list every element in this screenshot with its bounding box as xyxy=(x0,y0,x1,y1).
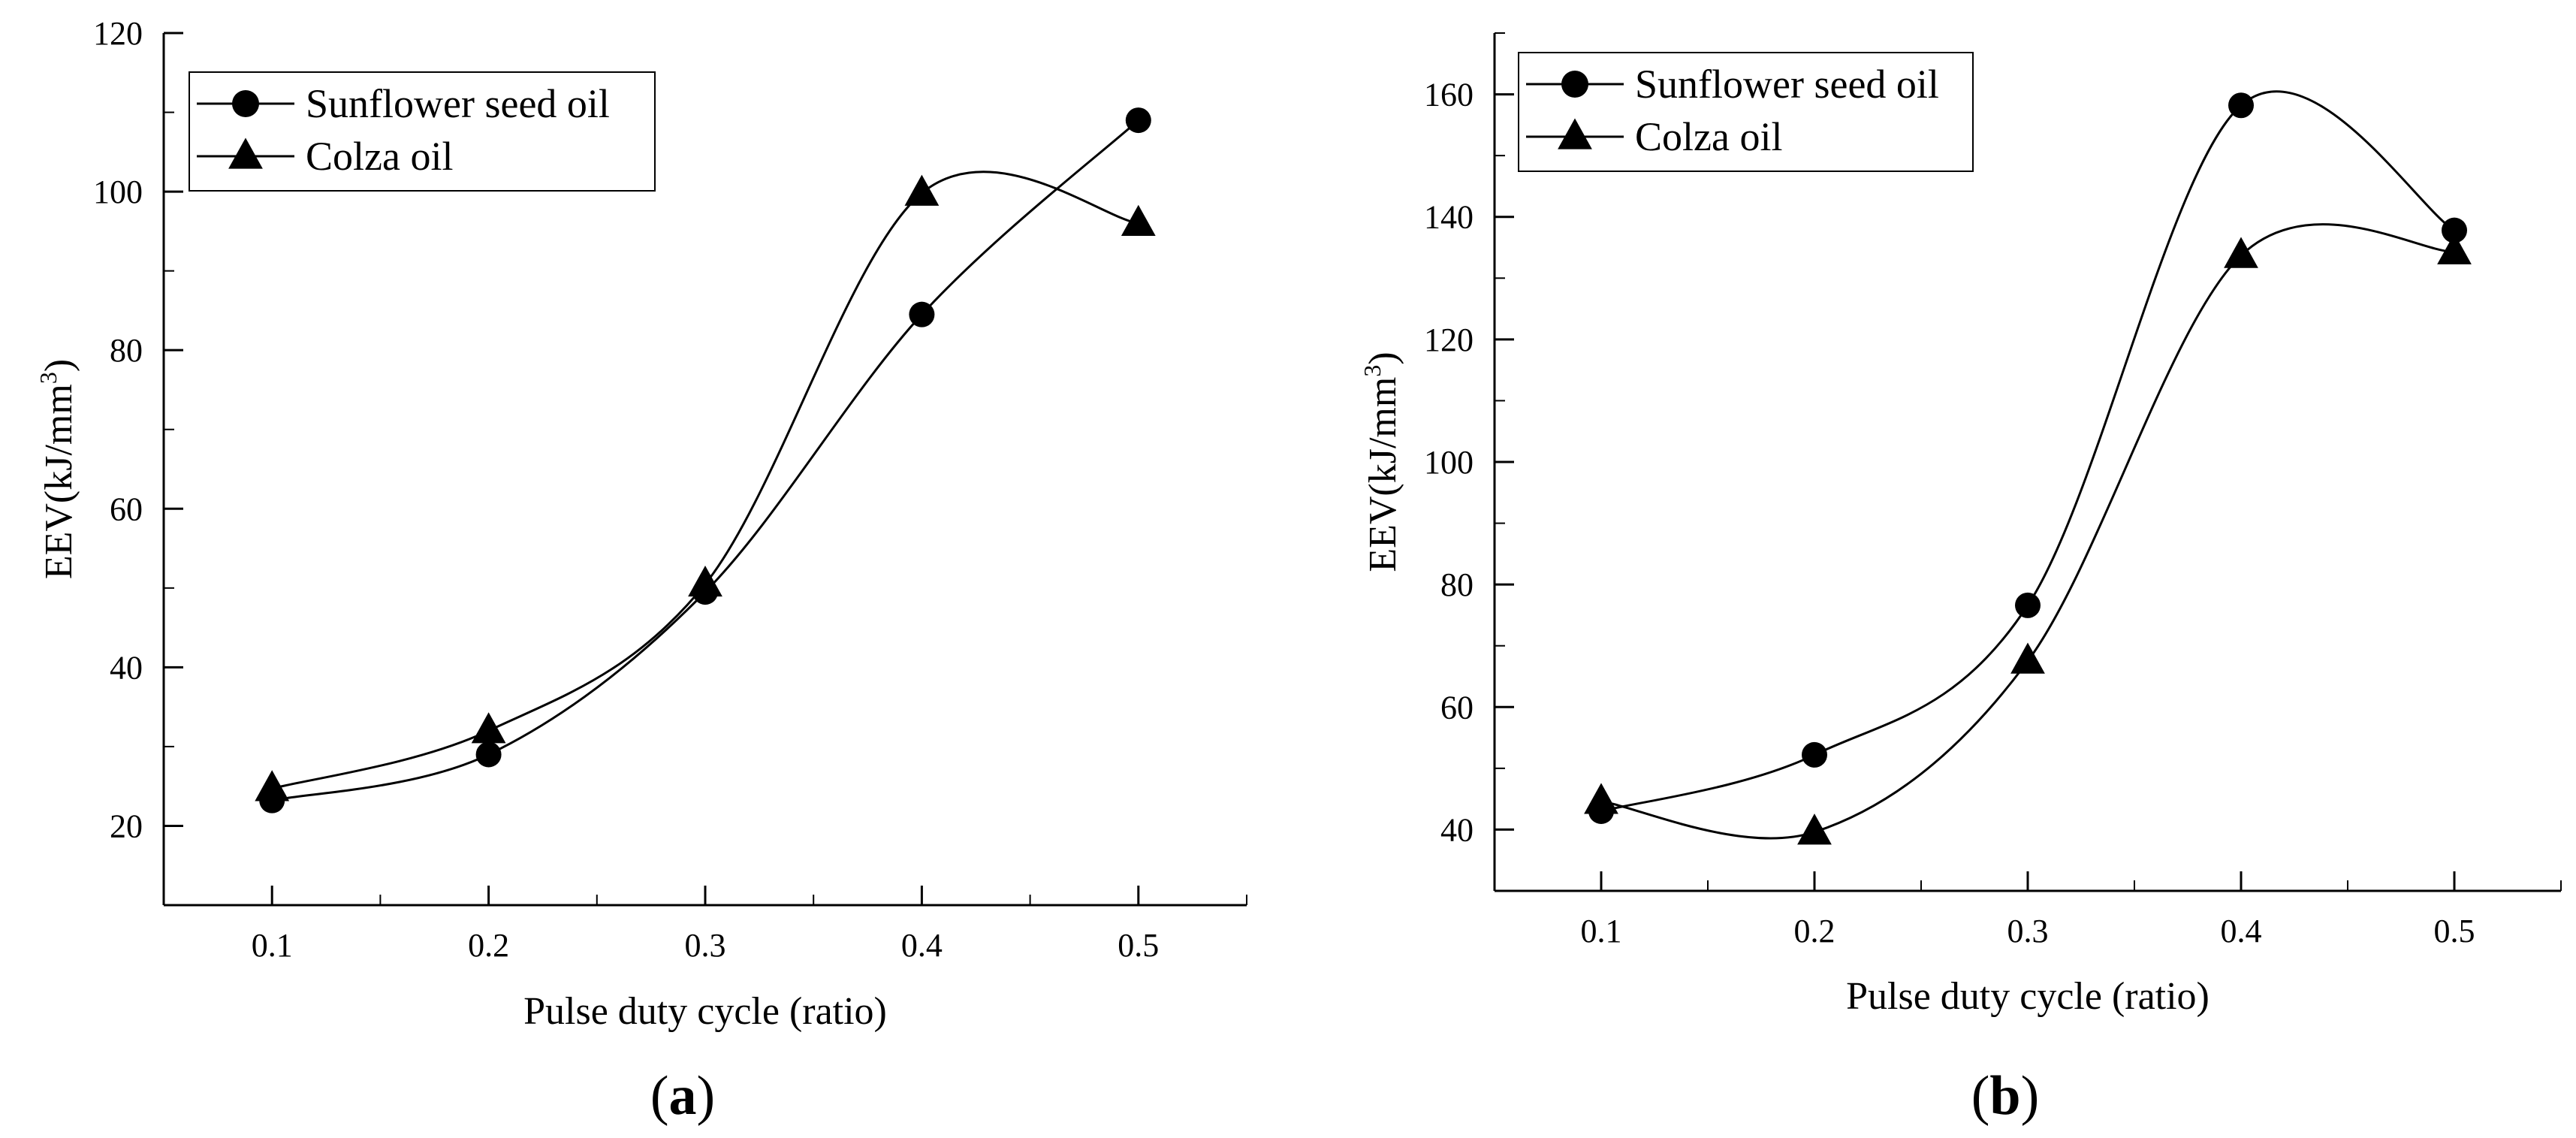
legend-marker-triangle xyxy=(228,137,263,169)
x-tick-label: 0.5 xyxy=(2434,913,2475,949)
x-tick-label: 0.2 xyxy=(1794,913,1835,949)
y-tick-label: 40 xyxy=(1440,811,1474,848)
legend: Sunflower seed oil Colza oil xyxy=(189,71,656,192)
y-axis-title-superscript: 3 xyxy=(1359,365,1386,377)
y-tick-label: 120 xyxy=(1424,321,1474,358)
data-point-triangle xyxy=(2010,642,2045,674)
legend-marker-circle xyxy=(232,90,259,117)
data-point-circle xyxy=(909,301,935,328)
legend: Sunflower seed oil Colza oil xyxy=(1518,52,1974,172)
x-tick-label: 0.3 xyxy=(685,927,726,964)
y-tick-label: 100 xyxy=(93,174,143,210)
legend-box xyxy=(189,71,656,192)
legend-marker-triangle xyxy=(1558,118,1592,149)
data-point-circle xyxy=(1125,107,1151,134)
legend-marker-circle xyxy=(1561,71,1588,98)
y-axis-title-main: EEV(kJ/mm xyxy=(38,384,80,579)
series-curves xyxy=(271,119,1139,802)
data-point-circle xyxy=(475,741,502,768)
data-point-triangle xyxy=(2224,237,2258,268)
x-tick-label: 0.5 xyxy=(1118,927,1159,964)
data-point-triangle xyxy=(255,770,290,801)
x-tick-label: 0.4 xyxy=(901,927,943,964)
y-tick-label: 40 xyxy=(110,649,143,686)
y-tick-label: 120 xyxy=(93,15,143,52)
axis-ticks: 0.1 0.2 0.3 0.4 0.5 40 60 80 100 120 140 160 xyxy=(1424,32,2562,949)
legend-box xyxy=(1518,52,1974,172)
y-tick-label: 80 xyxy=(110,332,143,369)
y-axis-title: EEV(kJ/mm3) xyxy=(1359,352,1404,572)
series-markers xyxy=(1584,92,2472,845)
legend-label-sunflower: Sunflower seed oil xyxy=(1635,62,1939,107)
data-point-circle xyxy=(2015,592,2041,618)
y-tick-label: 160 xyxy=(1424,77,1474,113)
panel-label: (b) xyxy=(1971,1065,2039,1127)
panel-label-letter: a xyxy=(669,1065,697,1127)
panel-label: (a) xyxy=(650,1065,715,1127)
chart-panel-b: 0.1 0.2 0.3 0.4 0.5 40 60 80 100 120 140 160 Sunflo… xyxy=(1359,32,2562,1127)
x-tick-label: 0.1 xyxy=(252,927,293,964)
series-line-colza xyxy=(1600,223,2455,840)
legend-label-sunflower: Sunflower seed oil xyxy=(306,81,610,126)
chart-panel-a: 0.1 0.2 0.3 0.4 0.5 20 40 60 80 100 120 Sunflower … xyxy=(35,15,1247,1127)
y-tick-label: 20 xyxy=(110,807,143,844)
y-axis-title-main: EEV(kJ/mm xyxy=(1362,377,1404,572)
data-point-triangle xyxy=(1121,204,1156,236)
legend-label-colza: Colza oil xyxy=(1635,114,1782,159)
x-tick-label: 0.2 xyxy=(468,927,509,964)
series-line-colza xyxy=(271,171,1139,790)
x-tick-label: 0.4 xyxy=(2221,913,2262,949)
data-point-triangle xyxy=(2437,233,2472,264)
data-point-triangle xyxy=(904,174,940,206)
x-axis-title: Pulse duty cycle (ratio) xyxy=(1846,975,2210,1018)
data-point-triangle xyxy=(471,712,506,744)
x-tick-label: 0.3 xyxy=(2007,913,2049,949)
y-tick-label: 60 xyxy=(110,491,143,527)
data-point-circle xyxy=(1802,741,1827,768)
y-tick-label: 60 xyxy=(1440,689,1474,726)
data-point-circle xyxy=(2442,217,2467,243)
y-tick-label: 80 xyxy=(1440,566,1474,603)
data-point-triangle xyxy=(1584,783,1618,814)
panel-label-letter: b xyxy=(1989,1065,2020,1127)
series-line-sunflower xyxy=(271,119,1139,802)
y-axis-title-superscript: 3 xyxy=(35,372,62,384)
data-point-triangle xyxy=(688,565,722,597)
data-point-triangle xyxy=(1797,814,1832,845)
series-curves xyxy=(1600,90,2455,840)
legend-label-colza: Colza oil xyxy=(306,134,453,179)
axis-ticks: 0.1 0.2 0.3 0.4 0.5 20 40 60 80 100 120 xyxy=(93,15,1247,964)
x-tick-label: 0.1 xyxy=(1581,913,1622,949)
series-line-sunflower xyxy=(1600,90,2455,813)
y-axis-title: EEV(kJ/mm3) xyxy=(35,359,80,579)
y-tick-label: 140 xyxy=(1424,199,1474,236)
y-axis-title-close: ) xyxy=(1362,352,1404,364)
data-point-circle xyxy=(2228,92,2254,119)
series-markers xyxy=(255,107,1156,814)
x-axis-title: Pulse duty cycle (ratio) xyxy=(523,990,887,1033)
y-tick-label: 100 xyxy=(1424,444,1474,481)
y-axis-title-close: ) xyxy=(38,359,80,372)
